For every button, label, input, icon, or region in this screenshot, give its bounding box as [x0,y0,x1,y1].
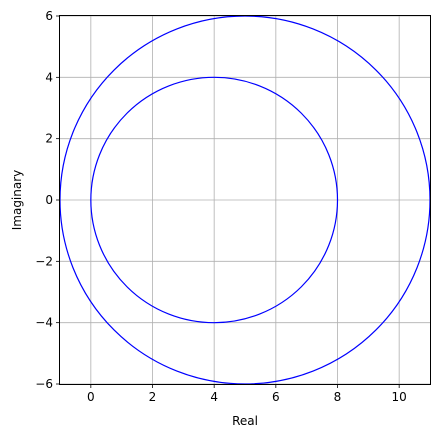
x-tick-label: 2 [149,390,157,404]
x-tick-label: 6 [272,390,280,404]
y-tick-label: 0 [45,193,53,207]
y-tick-label: 6 [45,9,53,23]
y-tick-label: 2 [45,132,53,146]
y-axis-label: Imaginary [10,170,24,231]
x-tick-label: 8 [334,390,342,404]
ticks: 0 2 4 6 8 10 −6 −4 −2 0 2 4 6 [35,9,407,404]
y-tick-label: −6 [35,377,53,391]
x-tick-label: 10 [392,390,407,404]
y-tick-label: −4 [35,316,53,330]
y-tick-label: 4 [45,70,53,84]
x-tick-label: 0 [87,390,95,404]
x-tick-label: 4 [210,390,218,404]
y-tick-label: −2 [35,254,53,268]
x-axis-label: Real [232,414,258,428]
series-circle-1 [90,76,339,324]
